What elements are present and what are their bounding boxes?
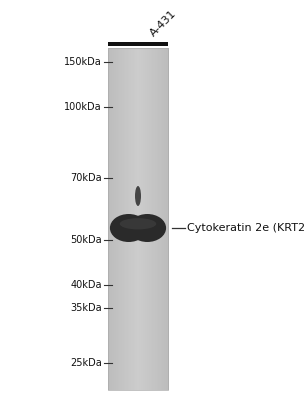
Bar <box>148 48 150 390</box>
Bar <box>162 48 163 390</box>
Text: 25kDa: 25kDa <box>70 358 102 368</box>
Bar <box>136 48 137 390</box>
Bar <box>157 48 158 390</box>
Bar <box>149 48 150 390</box>
Bar <box>124 48 125 390</box>
Bar <box>167 48 168 390</box>
Bar <box>151 48 152 390</box>
Bar <box>159 48 160 390</box>
Bar <box>134 48 136 390</box>
Bar <box>138 48 139 390</box>
Ellipse shape <box>120 218 156 230</box>
Bar <box>125 48 126 390</box>
Text: 50kDa: 50kDa <box>70 235 102 245</box>
Bar <box>154 48 155 390</box>
Bar <box>122 48 123 390</box>
Ellipse shape <box>110 214 147 242</box>
Bar <box>164 48 165 390</box>
Bar <box>128 48 130 390</box>
Bar <box>146 48 147 390</box>
Bar <box>118 48 119 390</box>
Ellipse shape <box>129 214 166 242</box>
Bar <box>127 48 128 390</box>
Bar <box>127 48 129 390</box>
Bar <box>147 48 148 390</box>
Bar <box>120 48 121 390</box>
Bar <box>158 48 160 390</box>
Bar <box>145 48 146 390</box>
Bar <box>137 48 139 390</box>
Bar <box>146 48 147 390</box>
Bar <box>119 48 120 390</box>
Text: A-431: A-431 <box>148 8 178 38</box>
Bar <box>130 48 131 390</box>
Bar <box>155 48 157 390</box>
Bar <box>139 48 140 390</box>
Text: 70kDa: 70kDa <box>70 173 102 183</box>
Bar <box>166 48 167 390</box>
Bar <box>109 48 110 390</box>
Bar <box>141 48 142 390</box>
Bar <box>131 48 133 390</box>
Bar <box>144 48 145 390</box>
Text: Cytokeratin 2e (KRT2): Cytokeratin 2e (KRT2) <box>187 223 304 233</box>
Text: 40kDa: 40kDa <box>71 280 102 290</box>
Bar <box>163 48 164 390</box>
Bar <box>119 48 120 390</box>
Bar <box>121 48 122 390</box>
Bar <box>114 48 115 390</box>
Text: 35kDa: 35kDa <box>70 303 102 313</box>
Bar <box>143 48 144 390</box>
Bar <box>165 48 166 390</box>
Bar <box>164 48 165 390</box>
Bar <box>113 48 115 390</box>
Bar <box>126 48 127 390</box>
Bar <box>167 48 168 390</box>
Bar <box>150 48 151 390</box>
Bar <box>136 48 138 390</box>
Bar <box>125 48 126 390</box>
Text: 100kDa: 100kDa <box>64 102 102 112</box>
Bar <box>135 48 136 390</box>
Bar <box>112 48 114 390</box>
Bar <box>133 48 135 390</box>
Bar <box>132 48 133 390</box>
Bar <box>115 48 116 390</box>
Bar <box>133 48 134 390</box>
Bar <box>156 48 157 390</box>
Bar <box>148 48 149 390</box>
Bar <box>161 48 163 390</box>
Bar <box>161 48 162 390</box>
Bar <box>122 48 123 390</box>
Bar <box>140 48 141 390</box>
Bar <box>129 48 130 390</box>
Bar <box>153 48 154 390</box>
Bar <box>116 48 118 390</box>
Bar <box>109 48 111 390</box>
Bar <box>160 48 161 390</box>
Bar <box>152 48 154 390</box>
Bar <box>108 42 168 46</box>
Bar <box>108 48 168 390</box>
Bar <box>154 48 156 390</box>
Bar <box>116 48 117 390</box>
Bar <box>112 48 113 390</box>
Bar <box>110 48 112 390</box>
Bar <box>143 48 144 390</box>
Bar <box>111 48 112 390</box>
Text: 150kDa: 150kDa <box>64 57 102 67</box>
Bar <box>151 48 153 390</box>
Bar <box>140 48 141 390</box>
Bar <box>142 48 143 390</box>
Bar <box>108 48 109 390</box>
Bar <box>130 48 132 390</box>
Bar <box>157 48 159 390</box>
Ellipse shape <box>135 186 141 206</box>
Bar <box>123 48 124 390</box>
Bar <box>117 48 118 390</box>
